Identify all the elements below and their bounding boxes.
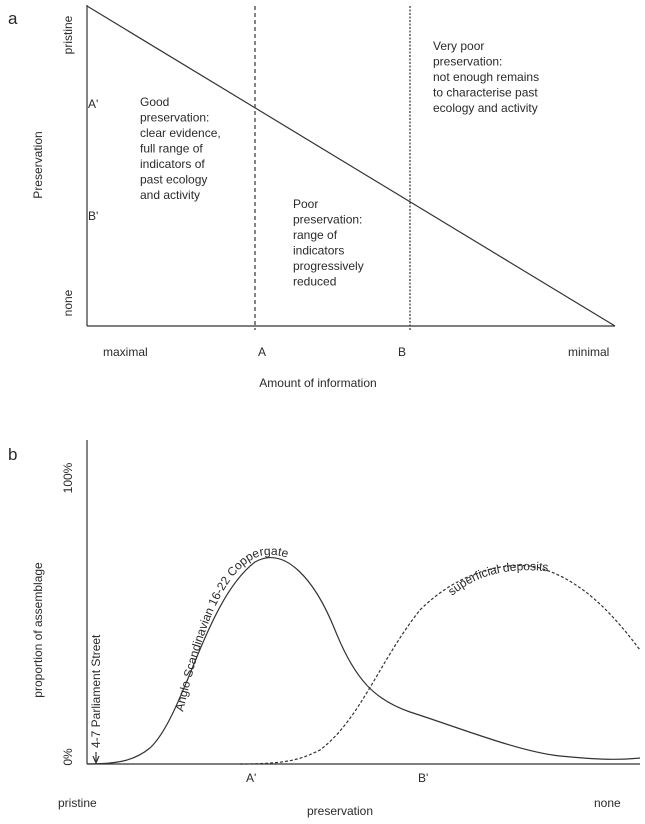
y-top: pristine	[61, 15, 75, 54]
x-title: preservation	[307, 804, 373, 818]
x-mark: A	[258, 345, 266, 359]
region-text: indicators of	[140, 157, 205, 171]
region-text: full range of	[140, 142, 203, 156]
curve-label: superficial deposits	[445, 559, 549, 598]
parliament-label: 4-7 Parliament Street	[89, 634, 103, 748]
y-title: Preservation	[31, 131, 45, 198]
region-text: not enough remains	[433, 70, 539, 84]
region-text: Poor	[293, 197, 318, 211]
x-left: maximal	[103, 345, 148, 359]
x-left: pristine	[58, 796, 97, 810]
y-bottom: 0%	[61, 748, 75, 766]
region-text: progressively	[293, 259, 364, 273]
region-text: preservation:	[433, 55, 502, 69]
x-mark: B	[398, 345, 406, 359]
region-text: to characterise past	[433, 86, 538, 100]
region-text: preservation:	[140, 111, 209, 125]
y-title: proportion of assemblage	[31, 562, 45, 698]
panel-b: b Anglo-Scandinavian 16-22 Coppergate su…	[8, 440, 641, 818]
region-text: ecology and activity	[433, 101, 538, 115]
region-text: and activity	[140, 188, 200, 202]
region-text: Very poor	[433, 39, 484, 53]
x-right: none	[594, 796, 621, 810]
coppergate-curve	[86, 557, 641, 765]
x-right: minimal	[568, 345, 609, 359]
arrowhead	[92, 755, 100, 765]
region-text: range of	[293, 228, 338, 242]
panel-label: a	[8, 9, 18, 28]
superficial-curve	[239, 564, 641, 765]
coppergate-label: Anglo-Scandinavian 16-22 Coppergate	[172, 544, 290, 713]
region-text: Good	[140, 95, 169, 109]
diagonal	[86, 5, 616, 327]
region-text: indicators	[293, 244, 344, 258]
x-mark: B'	[418, 771, 428, 785]
x-mark: A'	[246, 771, 256, 785]
y-mark: A'	[88, 97, 98, 111]
y-mark: B'	[88, 209, 98, 223]
y-top: 100%	[61, 462, 75, 493]
x-title: Amount of information	[259, 376, 376, 390]
y-bottom: none	[61, 289, 75, 316]
panel-a: a pristine none Preservation A' B' Good p…	[8, 5, 616, 390]
region-text: preservation:	[293, 213, 362, 227]
panel-label: b	[8, 445, 17, 464]
curve-label: Anglo-Scandinavian 16-22 Coppergate	[172, 544, 290, 713]
region-text: past ecology	[140, 173, 207, 187]
region-text: reduced	[293, 275, 336, 289]
region-text: clear evidence,	[140, 126, 221, 140]
superficial-label: superficial deposits	[445, 559, 549, 598]
